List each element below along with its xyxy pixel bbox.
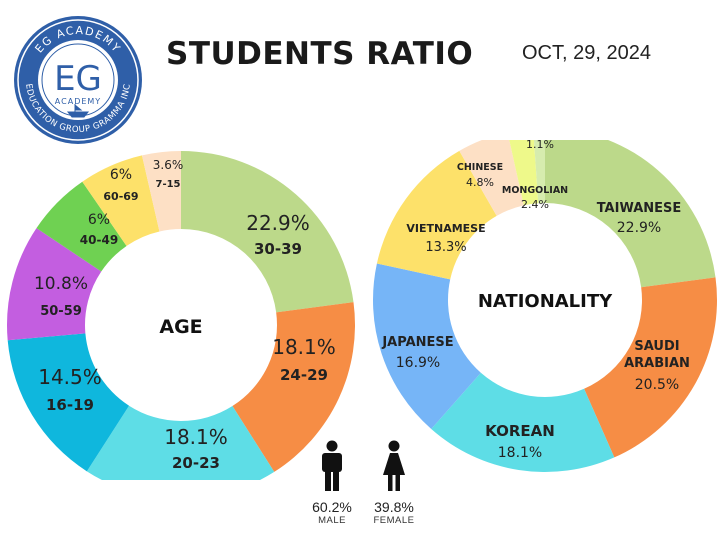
age-label-16-19: 16-19 bbox=[46, 396, 94, 414]
age-label-50-59: 50-59 bbox=[40, 304, 82, 319]
age-center-label: AGE bbox=[159, 316, 202, 338]
female-label: FEMALE bbox=[373, 515, 415, 526]
age-label-30-39: 30-39 bbox=[254, 240, 302, 258]
female-person-icon bbox=[383, 440, 405, 491]
ship-icon bbox=[66, 104, 90, 118]
age-value-60-69: 6% bbox=[110, 167, 132, 183]
age-value-50-59: 10.8% bbox=[34, 274, 88, 294]
male-label: MALE bbox=[318, 515, 346, 526]
logo-sub-text: ACADEMY bbox=[55, 97, 101, 106]
nationality-label-japanese: JAPANESE bbox=[381, 335, 453, 350]
nationality-center-label: NATIONALITY bbox=[478, 291, 613, 312]
nationality-label-mongolian: MONGOLIAN bbox=[502, 185, 568, 196]
male-percentage: 60.2% bbox=[312, 499, 352, 515]
age-label-40-49: 40-49 bbox=[80, 233, 118, 247]
age-slice-24-29 bbox=[232, 302, 355, 472]
age-label-60-69: 60-69 bbox=[103, 190, 138, 203]
age-donut-chart: 22.9% 30-39 18.1% 24-29 18.1% 20-23 14.5% 16-19… bbox=[6, 151, 355, 480]
age-value-24-29: 18.1% bbox=[272, 335, 336, 359]
age-label-20-23: 20-23 bbox=[172, 454, 220, 472]
age-value-20-23: 18.1% bbox=[164, 425, 228, 449]
nationality-value-emiratis: 1.1% bbox=[526, 140, 554, 151]
nationality-value-japanese: 16.9% bbox=[396, 355, 440, 371]
gender-ratio: 60.2% MALE 39.8% FEMALE bbox=[300, 440, 430, 540]
male-person-icon bbox=[322, 440, 342, 491]
nationality-value-korean: 18.1% bbox=[498, 445, 542, 461]
nationality-slice-emiratis bbox=[533, 140, 545, 204]
nationality-donut-chart: TAIWANESE 22.9% SAUDI ARABIAN 20.5% KOREAN 18.… bbox=[373, 140, 717, 472]
age-slice-40-49 bbox=[36, 181, 127, 272]
date-label: OCT, 29, 2024 bbox=[522, 42, 651, 64]
nationality-slice-chinese bbox=[459, 140, 524, 216]
age-label-24-29: 24-29 bbox=[280, 366, 328, 384]
age-slice-60-69 bbox=[82, 155, 160, 246]
age-slice-30-39 bbox=[181, 151, 354, 313]
female-percentage: 39.8% bbox=[374, 499, 414, 515]
nationality-slice-japanese bbox=[373, 263, 481, 430]
nationality-slice-saudi-arabian bbox=[584, 277, 717, 458]
age-value-7-15: 3.6% bbox=[153, 158, 184, 172]
female-group: 39.8% FEMALE bbox=[362, 440, 426, 526]
age-slice-7-15 bbox=[141, 151, 181, 232]
age-slice-20-23 bbox=[86, 405, 275, 480]
nationality-label-taiwanese: TAIWANESE bbox=[597, 201, 682, 216]
nationality-slice-mongolian bbox=[509, 140, 539, 206]
age-slice-50-59 bbox=[6, 228, 102, 341]
nationality-value-taiwanese: 22.9% bbox=[617, 220, 661, 236]
page-title: STUDENTS RATIO bbox=[166, 36, 474, 72]
nationality-label-vietnamese: VIETNAMESE bbox=[406, 222, 485, 235]
nationality-slice-korean bbox=[431, 372, 615, 472]
logo-monogram: EG bbox=[54, 59, 102, 99]
nationality-slice-vietnamese bbox=[376, 150, 497, 280]
nationality-value-vietnamese: 13.3% bbox=[425, 240, 466, 255]
age-slice-16-19 bbox=[7, 333, 130, 472]
age-label-7-15: 7-15 bbox=[155, 179, 180, 190]
nationality-value-mongolian: 2.4% bbox=[521, 198, 549, 211]
nationality-label-chinese: CHINESE bbox=[457, 162, 503, 173]
nationality-label-saudi-arabian-0: SAUDI bbox=[634, 339, 679, 354]
nationality-label-korean: KOREAN bbox=[485, 422, 555, 440]
eg-academy-logo: EG ACADEMY EDUCATION GROUP GRAMMA INC EG… bbox=[14, 16, 142, 144]
male-group: 60.2% MALE bbox=[300, 440, 364, 526]
age-value-16-19: 14.5% bbox=[38, 365, 102, 389]
nationality-value-saudi-arabian: 20.5% bbox=[635, 377, 679, 393]
nationality-slice-taiwanese bbox=[545, 140, 716, 288]
nationality-label-saudi-arabian-1: ARABIAN bbox=[624, 356, 690, 371]
age-value-40-49: 6% bbox=[88, 212, 110, 228]
nationality-value-chinese: 4.8% bbox=[466, 176, 494, 189]
age-value-30-39: 22.9% bbox=[246, 211, 310, 235]
